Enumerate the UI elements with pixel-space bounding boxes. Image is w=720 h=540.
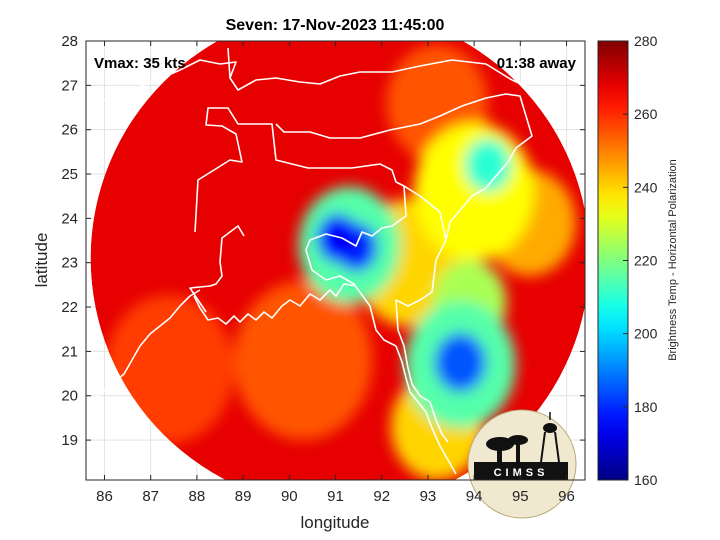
cold-feature [414, 122, 535, 261]
colorbar-tick-label: 280 [634, 33, 658, 49]
y-tick-label: 26 [61, 122, 78, 139]
chart-title: Seven: 17-Nov-2023 11:45:00 [226, 17, 445, 34]
x-tick-label: 90 [281, 488, 298, 505]
y-tick-label: 27 [61, 77, 78, 94]
arakan-coast [395, 345, 457, 475]
cold-cloud-features [104, 44, 576, 480]
bangladesh-border [194, 107, 407, 347]
x-tick-label: 95 [512, 488, 529, 505]
northeast-border [275, 93, 533, 241]
x-tick-label: 87 [142, 488, 159, 505]
x-tick-label: 94 [466, 488, 483, 505]
cold-feature [464, 138, 512, 192]
y-tick-label: 20 [61, 388, 78, 405]
colorbar-tick-label: 160 [634, 472, 658, 488]
sundarbans-coast [193, 283, 357, 325]
y-tick-label: 23 [61, 255, 78, 272]
x-axis: 86 87 88 89 90 91 92 93 94 95 96 [96, 41, 575, 505]
odisha-coast [86, 289, 201, 405]
y-tick-label: 24 [61, 210, 78, 227]
x-tick-label: 92 [373, 488, 390, 505]
x-tick-label: 96 [558, 488, 575, 505]
x-tick-label: 88 [189, 488, 206, 505]
vmax-annotation: Vmax: 35 kts [94, 55, 186, 72]
x-tick-label: 89 [235, 488, 252, 505]
colorbar-tick-label: 200 [634, 326, 658, 342]
colorbar-ticks: 160 180 200 220 240 260 280 [623, 33, 658, 488]
himalaya-border [86, 59, 531, 101]
cimss-logo: CIMSS [467, 409, 577, 519]
colorbar-tick-label: 180 [634, 399, 658, 415]
swath-layer [90, 41, 585, 480]
nepal-border [227, 47, 231, 79]
colorbar-tick-label: 220 [634, 253, 658, 269]
y-axis-label: latitude [32, 233, 51, 288]
y-tick-label: 25 [61, 166, 78, 183]
cold-feature [233, 280, 373, 440]
colorbar-label: Brightness Temp - Horizontal Polarizatio… [667, 159, 679, 361]
y-tick-label: 21 [61, 343, 78, 360]
coastlines [86, 47, 533, 475]
y-tick-label: 22 [61, 299, 78, 316]
colorbar-tick-label: 260 [634, 106, 658, 122]
x-tick-label: 93 [420, 488, 437, 505]
cold-feature [317, 214, 359, 263]
y-tick-label: 19 [61, 432, 78, 449]
time-away-annotation: 01:38 away [497, 55, 577, 72]
x-tick-label: 91 [327, 488, 344, 505]
cold-feature [434, 333, 486, 392]
colorbar-tick-label: 240 [634, 179, 658, 195]
myanmar-border [395, 185, 449, 443]
y-tick-label: 28 [61, 33, 78, 50]
y-axis: 19 20 21 22 23 24 25 26 27 28 [61, 33, 585, 449]
x-axis-label: longitude [300, 513, 369, 532]
x-tick-label: 86 [96, 488, 113, 505]
logo-lettering: CIMSS [494, 467, 549, 479]
